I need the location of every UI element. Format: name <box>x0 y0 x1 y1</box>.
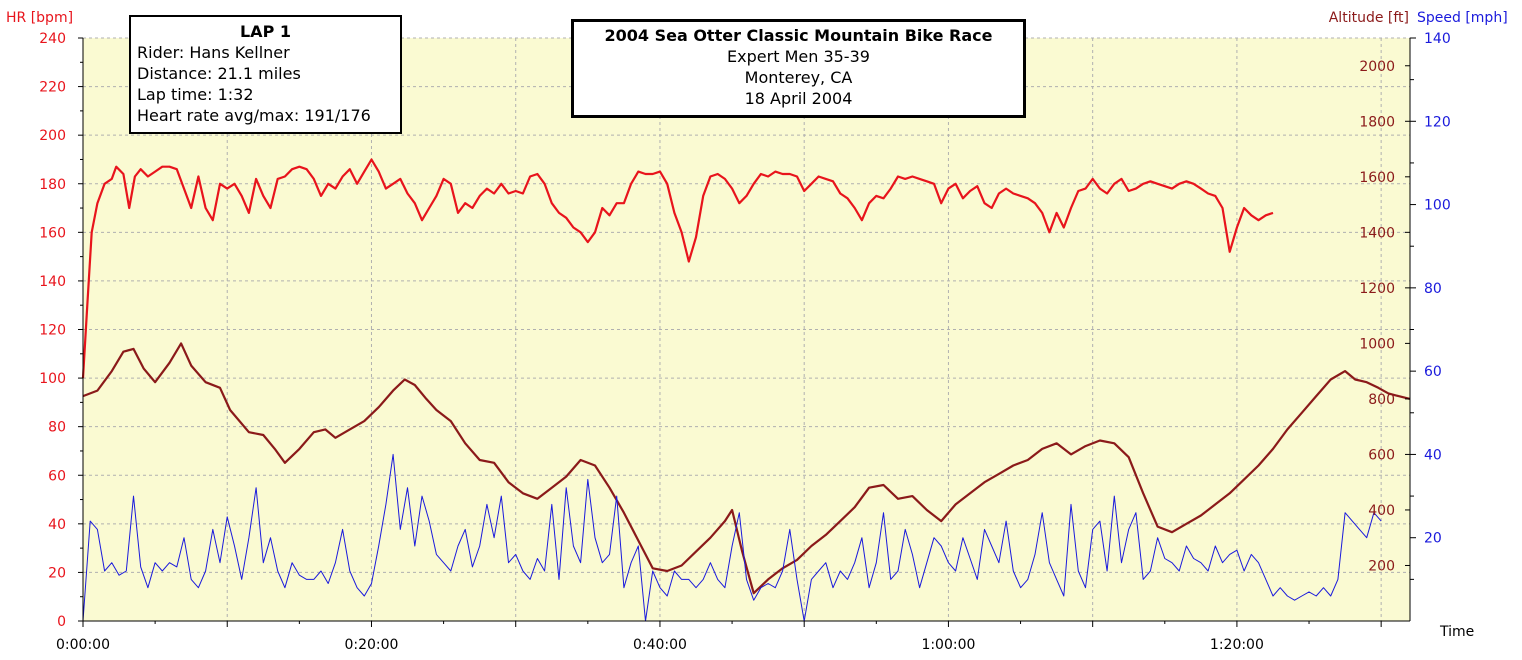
altitude-tick-label: 600 <box>1368 447 1395 463</box>
hr-tick-label: 80 <box>48 420 66 436</box>
altitude-tick-label: 1200 <box>1359 281 1395 297</box>
grid <box>83 37 1410 621</box>
race-category: Expert Men 35-39 <box>727 47 870 66</box>
race-date: 18 April 2004 <box>744 89 853 108</box>
hr-tick-label: 20 <box>48 565 66 581</box>
altitude-tick-label: 800 <box>1368 392 1395 408</box>
hr-line <box>81 158 1274 379</box>
altitude-tick-label: 400 <box>1368 503 1395 519</box>
speed-tick-label: 40 <box>1424 447 1442 463</box>
speed-tick-label: 20 <box>1424 531 1442 547</box>
altitude-tick-label: 1000 <box>1359 336 1395 352</box>
altitude-tick-label: 1800 <box>1359 114 1395 130</box>
hr-tick-label: 100 <box>39 371 66 387</box>
altitude-tick-label: 1600 <box>1359 170 1395 186</box>
time-tick-label: 1:00:00 <box>921 637 975 653</box>
rider-label: Rider: Hans Kellner <box>137 43 290 62</box>
distance-label: Distance: 21.1 miles <box>137 64 301 83</box>
axes: 0 20 40 60 80 100 120 140 160 180 200 220 240 200 400 6… <box>39 31 1450 653</box>
speed-tick-label: 100 <box>1424 198 1451 214</box>
hr-tick-label: 200 <box>39 128 66 144</box>
hr-tick-label: 160 <box>39 225 66 241</box>
speed-axis-label: Speed [mph] <box>1417 10 1508 26</box>
hr-tick-label: 240 <box>39 31 66 47</box>
series-group <box>81 158 1411 622</box>
hr-tick-label: 120 <box>39 323 66 339</box>
lap-time-label: Lap time: 1:32 <box>137 85 254 104</box>
hr-tick-label: 60 <box>48 468 66 484</box>
hr-tick-label: 220 <box>39 80 66 96</box>
speed-tick-label: 140 <box>1424 31 1451 47</box>
hr-tick-label: 140 <box>39 274 66 290</box>
altitude-tick-label: 1400 <box>1359 225 1395 241</box>
time-tick-label: 1:20:00 <box>1210 637 1264 653</box>
speed-tick-label: 80 <box>1424 281 1442 297</box>
hr-tick-label: 40 <box>48 517 66 533</box>
speed-tick-label: 60 <box>1424 364 1442 380</box>
heart-rate-label: Heart rate avg/max: 191/176 <box>137 106 371 125</box>
hr-tick-label: 180 <box>39 177 66 193</box>
race-info-box: 2004 Sea Otter Classic Mountain Bike Rac… <box>571 19 1026 118</box>
race-location: Monterey, CA <box>744 68 853 87</box>
lap-title: LAP 1 <box>239 22 291 41</box>
altitude-line <box>82 342 1411 595</box>
time-tick-label: 0:20:00 <box>344 637 398 653</box>
time-tick-label: 0:00:00 <box>56 637 110 653</box>
time-axis-label: Time <box>1439 624 1474 640</box>
hr-axis-label: HR [bpm] <box>6 10 73 26</box>
time-tick-label: 0:40:00 <box>633 637 687 653</box>
speed-tick-label: 120 <box>1424 114 1451 130</box>
altitude-tick-label: 200 <box>1368 558 1395 574</box>
lap-info-box: LAP 1 Rider: Hans Kellner Distance: 21.1… <box>129 15 402 134</box>
altitude-tick-label: 2000 <box>1359 59 1395 75</box>
speed-line <box>82 453 1382 622</box>
race-title: 2004 Sea Otter Classic Mountain Bike Rac… <box>604 26 993 45</box>
altitude-axis-label: Altitude [ft] <box>1329 10 1409 26</box>
hr-tick-label: 0 <box>57 614 66 630</box>
